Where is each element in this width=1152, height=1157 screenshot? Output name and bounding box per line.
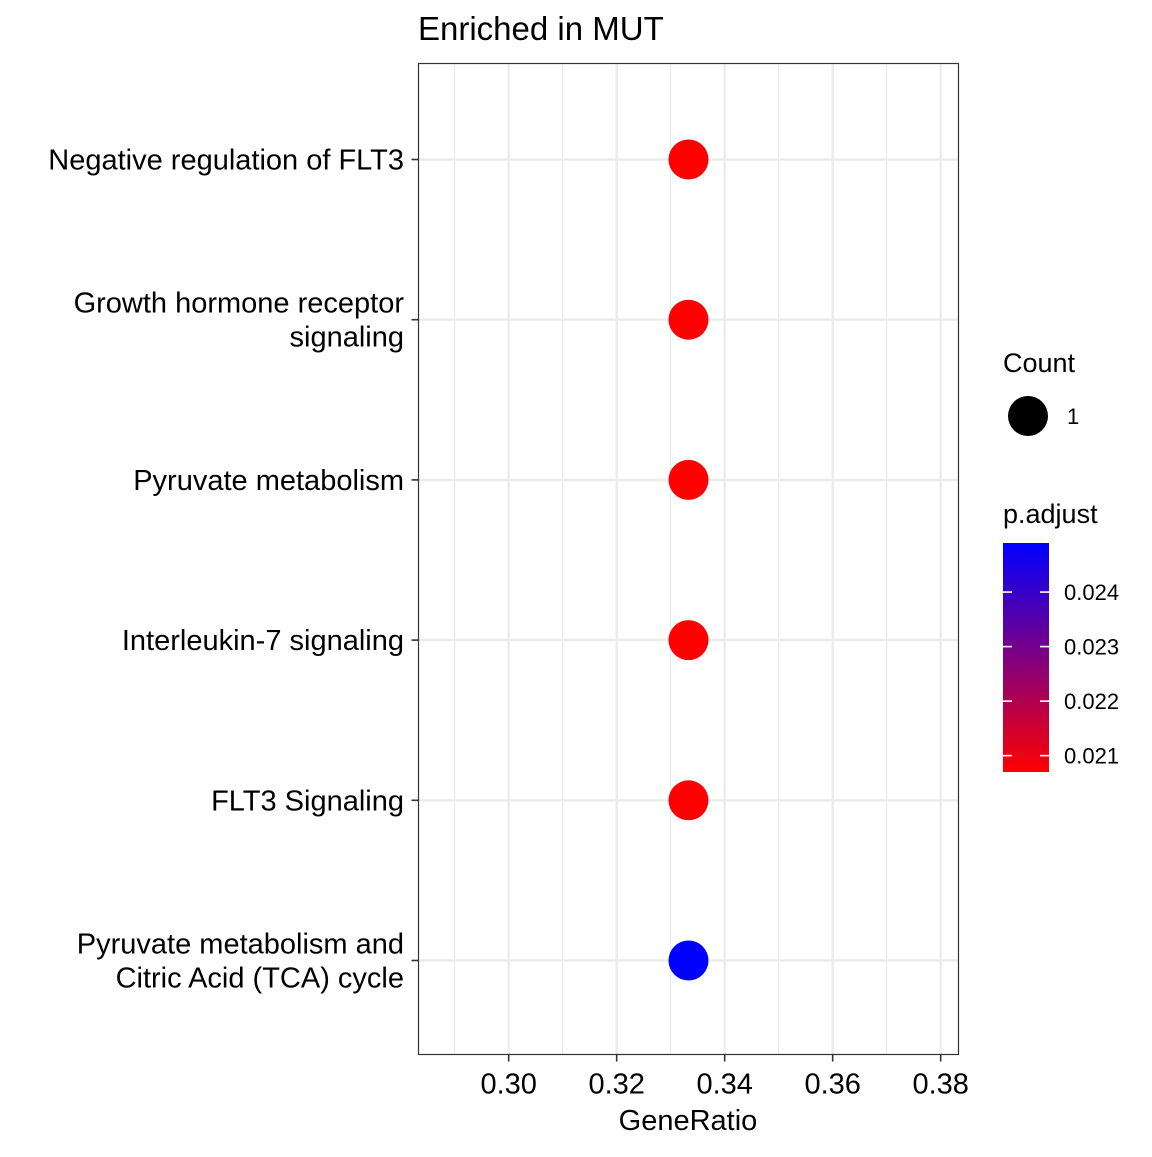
y-tick-label: Pyruvate metabolism bbox=[133, 465, 404, 497]
data-point bbox=[668, 940, 709, 981]
x-tick-label: 0.38 bbox=[912, 1069, 968, 1101]
chart-title: Enriched in MUT bbox=[418, 10, 664, 47]
x-tick-label: 0.36 bbox=[804, 1069, 860, 1101]
colorbar bbox=[1003, 543, 1049, 772]
legend-size-title: Count bbox=[1003, 348, 1076, 378]
y-tick-label: Interleukin-7 signaling bbox=[122, 625, 404, 657]
plot-panel-border bbox=[417, 62, 960, 1056]
colorbar-tick-label: 0.021 bbox=[1064, 744, 1119, 769]
data-point bbox=[668, 620, 709, 661]
data-point bbox=[668, 139, 709, 180]
colorbar-tick-label: 0.022 bbox=[1064, 689, 1119, 714]
y-tick-label: Growth hormone receptor signaling bbox=[74, 288, 405, 354]
legend: Count 1 p.adjust 0.021 0.022 0.023 0.024 bbox=[1003, 348, 1119, 772]
legend-size-label: 1 bbox=[1067, 404, 1079, 429]
colorbar-tick-label: 0.024 bbox=[1064, 580, 1119, 605]
data-point bbox=[668, 780, 709, 821]
x-axis-label: GeneRatio bbox=[619, 1105, 758, 1137]
x-tick-label: 0.32 bbox=[588, 1069, 644, 1101]
y-tick-label: Negative regulation of FLT3 bbox=[48, 145, 404, 177]
x-tick-label: 0.34 bbox=[696, 1069, 752, 1101]
y-tick-label: FLT3 Signaling bbox=[211, 785, 404, 817]
y-tick-label: Pyruvate metabolism and Citric Acid (TCA)… bbox=[77, 929, 404, 995]
x-tick-label: 0.30 bbox=[480, 1069, 536, 1101]
legend-color-title: p.adjust bbox=[1003, 499, 1098, 529]
colorbar-tick-label: 0.023 bbox=[1064, 635, 1119, 660]
legend-size-key bbox=[1008, 396, 1048, 436]
data-point bbox=[668, 459, 709, 500]
data-point bbox=[668, 299, 709, 340]
